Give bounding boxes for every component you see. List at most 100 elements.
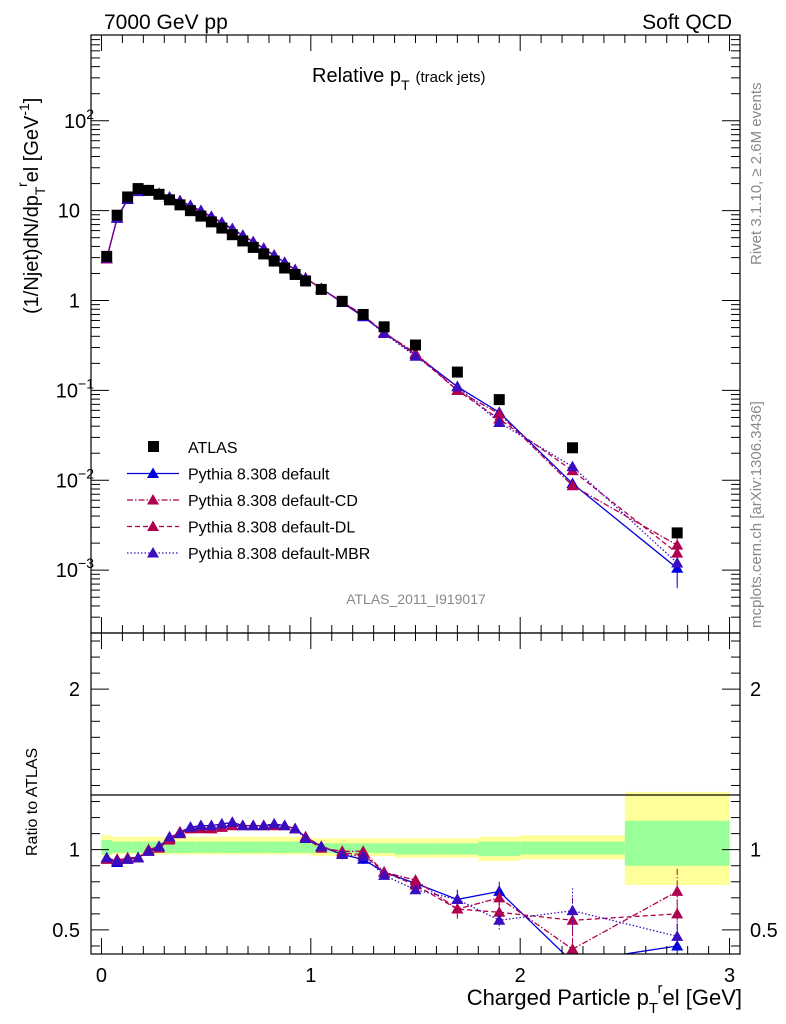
ratio-marker-default: [567, 956, 579, 967]
ratio-marker-mbr: [357, 850, 370, 861]
stat-uncertainty-band: [122, 841, 133, 853]
main-plot-frame: [90, 34, 741, 634]
ratio-marker-mbr: [268, 817, 281, 829]
legend-marker-dl: [147, 520, 159, 531]
stat-uncertainty-band: [132, 841, 144, 853]
mc-marker-mbr: [451, 380, 464, 392]
mc-line-default: [106, 190, 678, 569]
stat-uncertainty-band: [300, 841, 311, 853]
atlas-data-point: [122, 191, 134, 203]
ratio-uncertainty-bands: [101, 791, 730, 885]
stat-uncertainty-band: [394, 843, 437, 855]
ratio-marker-mbr: [194, 819, 207, 831]
atlas-data-point: [258, 248, 270, 260]
stat-uncertainty-band: [195, 841, 207, 853]
legend-marker-atlas: [148, 441, 159, 452]
ratio-y-axis-label: Ratio to ATLAS: [24, 748, 41, 856]
atlas-data-point: [671, 527, 683, 539]
atlas-data-point: [247, 241, 259, 253]
atlas-data-point: [132, 183, 144, 195]
main-y-tick-label: 1: [69, 291, 80, 313]
ratio-marker-mbr: [153, 840, 166, 851]
ratio-marker-mbr: [336, 848, 349, 859]
ratio-marker-mbr: [142, 845, 155, 856]
ratio-marker-mbr: [205, 819, 218, 831]
main-y-tick-label: 10−2: [56, 465, 94, 492]
ratio-marker-mbr: [671, 930, 684, 941]
stat-uncertainty-band: [185, 841, 196, 853]
mc-marker-mbr: [493, 416, 506, 427]
ratio-marker-mbr: [299, 832, 312, 843]
atlas-data-point: [101, 250, 113, 262]
main-y-tick-label: 10−1: [56, 375, 94, 402]
ratio-marker-mbr: [257, 819, 270, 831]
ratio-plot-panel: 0 1 2 3 0.5 0.5 1 1 2 2 Ratio to ATLAS Charged Pa…: [24, 632, 778, 1017]
ratio-y-tick-label-left: 1: [69, 840, 80, 862]
stat-uncertainty-band: [206, 841, 217, 853]
stat-uncertainty-band: [279, 841, 290, 853]
main-plot-axes: 10−3 10−2 10−1 1 10 102: [56, 34, 740, 634]
ratio-y-tick-label-right: 0.5: [750, 920, 778, 942]
mc-marker-mbr: [409, 350, 422, 361]
mcplots-source-label: mcplots.cern.ch [arXiv:1306.3436]: [748, 401, 765, 628]
stat-uncertainty-band: [227, 841, 238, 853]
ratio-marker-mbr: [378, 869, 391, 880]
atlas-data-point: [174, 199, 186, 211]
header-collision-label: 7000 GeV pp: [104, 11, 228, 34]
legend-label-cd: Pythia 8.308 default-CD: [188, 493, 358, 510]
x-axis-label: Charged Particle pTrel [GeV]: [467, 980, 742, 1017]
stat-uncertainty-band: [248, 841, 259, 853]
header-process-label: Soft QCD: [642, 11, 732, 34]
ratio-marker-mbr: [289, 822, 302, 834]
main-plot-panel: 10−3 10−2 10−1 1 10 102 Relative pT (track jet…: [14, 34, 741, 634]
stat-uncertainty-band: [216, 841, 228, 853]
stat-uncertainty-band: [111, 841, 123, 853]
atlas-data-point: [184, 205, 196, 217]
atlas-data-point: [410, 339, 421, 351]
stat-uncertainty-band: [289, 841, 301, 853]
ratio-marker-mbr: [451, 893, 464, 904]
legend-marker-mbr: [147, 547, 159, 558]
ratio-marker-mbr: [493, 914, 506, 925]
stat-uncertainty-band: [373, 843, 395, 853]
atlas-data-point: [336, 295, 348, 307]
legend-label-mbr: Pythia 8.308 default-MBR: [188, 546, 370, 563]
legend-label-default: Pythia 8.308 default: [188, 467, 330, 484]
main-y-tick-label: 10: [58, 201, 80, 223]
atlas-data-point: [451, 366, 463, 378]
ratio-marker-default: [671, 939, 684, 951]
rivet-version-label: Rivet 3.1.10, ≥ 2.6M events: [748, 83, 765, 266]
x-tick-label: 3: [724, 965, 735, 987]
main-plot-data: [100, 183, 684, 589]
x-tick-label: 1: [305, 965, 316, 987]
stat-uncertainty-band: [164, 841, 175, 853]
x-tick-label: 2: [515, 965, 526, 987]
mc-marker-dl: [671, 547, 684, 558]
stat-uncertainty-band: [478, 841, 521, 857]
ratio-y-tick-label-right: 1: [750, 840, 761, 862]
main-y-tick-label: 102: [64, 106, 94, 133]
analysis-id-label: ATLAS_2011_I919017: [346, 591, 486, 607]
atlas-data-point: [205, 216, 217, 228]
atlas-data-point: [279, 262, 291, 274]
legend-label-dl: Pythia 8.308 default-DL: [188, 520, 355, 537]
atlas-data-point: [153, 188, 165, 200]
ratio-marker-mbr: [315, 840, 328, 851]
atlas-data-point: [567, 442, 579, 454]
atlas-data-point: [357, 308, 369, 320]
legend-marker-default: [147, 467, 159, 478]
ratio-y-tick-label-right: 2: [750, 679, 761, 701]
mc-line-cd: [106, 189, 678, 546]
ratio-marker-mbr: [226, 816, 239, 827]
ratio-plot-data: [100, 816, 684, 967]
atlas-data-point: [268, 255, 280, 267]
ratio-marker-dl: [566, 914, 579, 925]
x-tick-label: 0: [96, 965, 107, 987]
ratio-marker-mbr: [163, 830, 176, 842]
ratio-marker-cd: [566, 943, 579, 954]
stat-uncertainty-band: [237, 841, 249, 853]
ratio-marker-cd: [493, 891, 506, 903]
mc-marker-mbr: [566, 460, 579, 472]
ratio-plot-axes: 0 1 2 3 0.5 0.5 1 1 2 2: [52, 633, 778, 987]
atlas-data-point: [143, 184, 155, 196]
